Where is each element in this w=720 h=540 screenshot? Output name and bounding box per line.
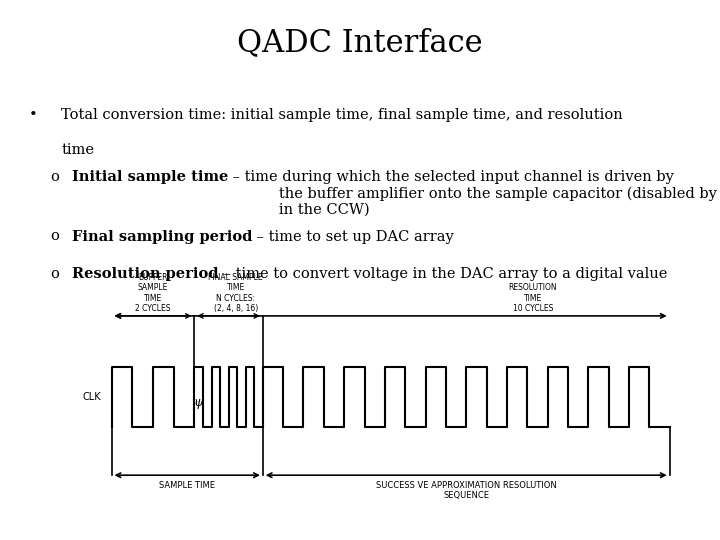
Text: Final sampling period: Final sampling period <box>0 539 1 540</box>
Text: •: • <box>29 108 37 122</box>
Text: Initial sample time: Initial sample time <box>0 539 1 540</box>
Text: SAMPLE TIME: SAMPLE TIME <box>159 481 215 490</box>
Text: o: o <box>50 267 59 281</box>
Text: – time during which the selected input channel is driven by
           the buffe: – time during which the selected input c… <box>228 170 720 217</box>
Text: time: time <box>61 143 94 157</box>
Text: FINAL SAMPLE
TIME
N CYCLES:
(2, 4, 8, 16): FINAL SAMPLE TIME N CYCLES: (2, 4, 8, 16… <box>209 273 263 313</box>
Text: – time to convert voltage in the DAC array to a digital value: – time to convert voltage in the DAC arr… <box>218 267 667 281</box>
Text: – time to set up DAC array: – time to set up DAC array <box>253 230 454 244</box>
Text: o: o <box>50 170 59 184</box>
Text: QADC Interface: QADC Interface <box>237 27 483 58</box>
Text: Total conversion time: initial sample time, final sample time, and resolution: Total conversion time: initial sample ti… <box>61 108 623 122</box>
Text: SUCCESS VE APPROXIMATION RESOLUTION
SEQUENCE: SUCCESS VE APPROXIMATION RESOLUTION SEQU… <box>376 481 557 500</box>
Text: BUFFER
SAMPLE
TIME
2 CYCLES: BUFFER SAMPLE TIME 2 CYCLES <box>135 273 171 313</box>
Text: Final sampling period: Final sampling period <box>72 230 253 244</box>
Text: ψ: ψ <box>193 396 203 409</box>
Text: Initial sample time: Initial sample time <box>72 170 228 184</box>
Text: RESOLUTION
TIME
10 CYCLES: RESOLUTION TIME 10 CYCLES <box>508 284 557 313</box>
Text: Resolution period: Resolution period <box>72 267 218 281</box>
Text: Resolution period: Resolution period <box>0 539 1 540</box>
Text: CLK: CLK <box>82 392 101 402</box>
Text: o: o <box>50 230 59 244</box>
